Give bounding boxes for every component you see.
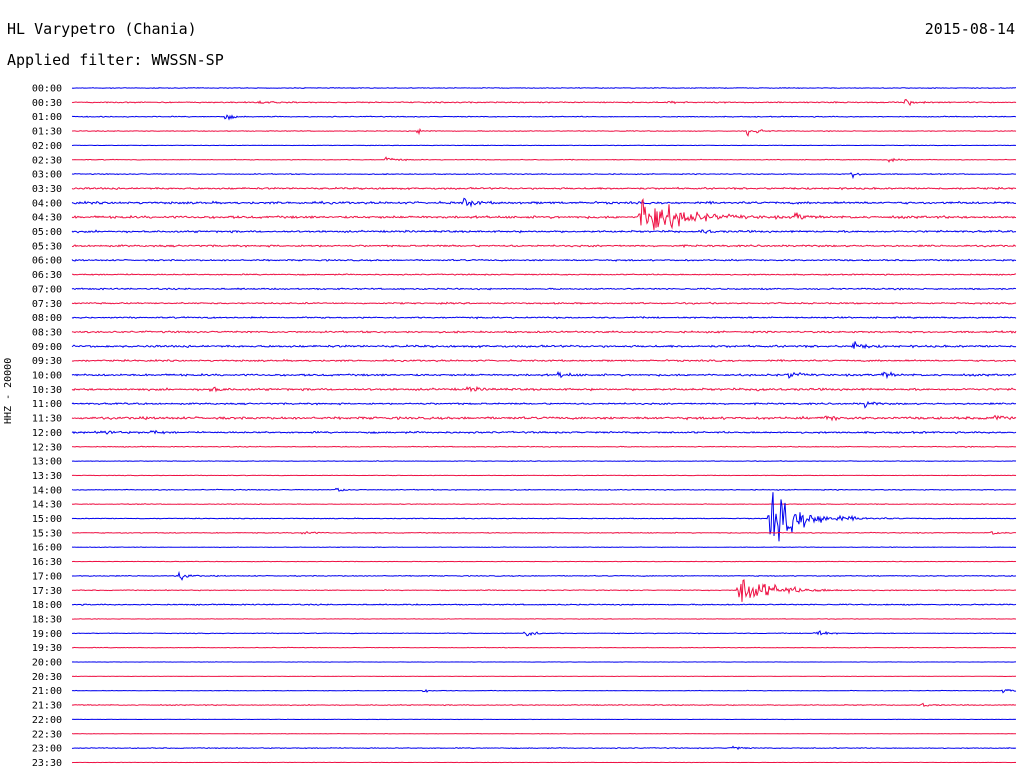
trace-line [71,429,1017,435]
trace-line [71,503,1017,506]
trace-line [71,258,1017,262]
row-time-label: 00:00 [32,84,62,95]
row-time-label: 00:30 [32,98,62,109]
date-label: 2015-08-14 [924,20,1015,38]
trace-line [71,745,1017,751]
trace-line [71,487,1017,492]
trace-line [71,530,1017,535]
row-time-label: 17:00 [32,571,62,582]
filter-label: Applied filter: WWSSN-SP [7,51,224,69]
row-time-label: 06:00 [32,256,62,267]
row-time-label: 05:00 [32,227,62,238]
row-time-label: 01:00 [32,112,62,123]
trace-line [71,702,1016,707]
row-time-label: 19:30 [32,643,62,654]
trace-line [71,370,1017,380]
row-time-label: 12:30 [32,442,62,453]
row-time-label: 05:30 [32,241,62,252]
trace-line [71,341,1017,350]
row-time-label: 13:00 [32,457,62,468]
trace-line [71,114,1017,121]
trace-line [71,86,1017,89]
row-time-label: 19:00 [32,629,62,640]
trace-line [71,172,1016,180]
row-time-label: 14:00 [32,485,62,496]
row-time-label: 21:30 [32,701,62,712]
trace-line [71,330,1017,334]
row-time-label: 11:00 [32,399,62,410]
trace-line [71,197,1017,230]
row-time-label: 18:00 [32,600,62,611]
row-time-label: 15:00 [32,514,62,525]
trace-line [71,385,1017,393]
trace-line [71,358,1017,363]
row-time-label: 04:30 [32,213,62,224]
row-time-label: 03:00 [32,170,62,181]
trace-line [71,460,1017,463]
trace-line [72,273,1017,276]
row-time-label: 20:30 [32,672,62,683]
trace-line [71,197,1016,208]
row-time-label: 15:30 [32,528,62,539]
row-time-label: 23:30 [32,758,62,769]
row-time-label: 08:00 [32,313,62,324]
row-time-label: 22:00 [32,715,62,726]
row-time-label: 21:00 [32,686,62,697]
row-time-label: 13:30 [32,471,62,482]
row-time-label: 09:00 [32,342,62,353]
trace-line [72,618,1016,620]
trace-line [72,128,1017,137]
row-time-label: 03:30 [32,184,62,195]
row-time-label: 10:30 [32,385,62,396]
trace-line [71,630,1017,637]
row-time-label: 09:30 [32,356,62,367]
row-time-label: 08:30 [32,327,62,338]
row-time-label: 06:30 [32,270,62,281]
trace-line [71,445,1017,448]
row-time-label: 14:30 [32,500,62,511]
row-time-label: 07:00 [32,284,62,295]
trace-line [71,400,1017,409]
row-time-label: 16:30 [32,557,62,568]
trace-line [71,603,1017,606]
tick-label-group: 00:00 00:30 01:00 01:30 02:00 02:30 03:00 03:30… [32,84,62,769]
trace-line [71,570,1017,581]
trace-line [71,414,1017,422]
row-time-label: 18:30 [32,614,62,625]
trace-line [71,186,1017,191]
trace-line [71,732,1017,735]
row-time-label: 12:00 [32,428,62,439]
trace-line [71,287,1017,291]
station-title: HL Varypetro (Chania) [7,20,197,38]
row-time-label: 02:00 [32,141,62,152]
row-time-label: 07:30 [32,299,62,310]
trace-line [71,229,1017,234]
row-time-label: 16:00 [32,543,62,554]
trace-line [71,244,1017,248]
trace-line [71,98,1017,107]
row-time-label: 02:30 [32,155,62,166]
trace-line [71,560,1017,563]
row-time-label: 22:30 [32,729,62,740]
trace-line [71,579,1017,602]
row-time-label: 23:00 [32,744,62,755]
trace-line [72,156,1017,163]
trace-line [71,688,1017,694]
row-time-label: 01:30 [32,127,62,138]
trace-line [71,646,1017,649]
row-time-label: 17:30 [32,586,62,597]
trace-group [71,86,1017,764]
trace-line [71,474,1017,477]
trace-line [71,546,1017,549]
trace-line [71,316,1017,320]
row-time-label: 11:30 [32,414,62,425]
trace-line [71,492,1017,542]
row-time-label: 20:00 [32,658,62,669]
row-time-label: 04:00 [32,198,62,209]
row-time-label: 10:00 [32,371,62,382]
trace-line [71,301,1017,305]
trace-line [71,144,1016,147]
